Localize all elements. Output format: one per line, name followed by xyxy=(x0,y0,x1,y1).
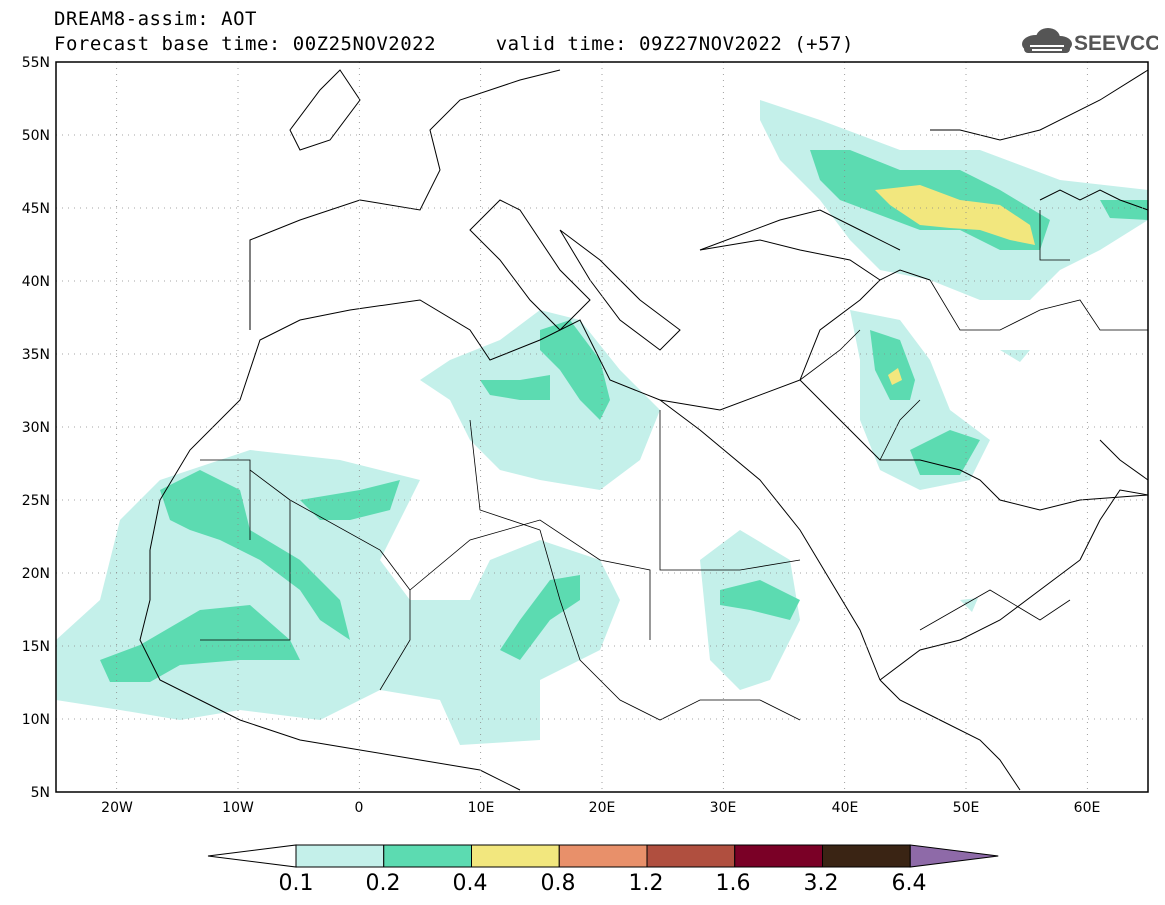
lon-label: 60E xyxy=(1074,800,1101,816)
colorbar-arrow-low xyxy=(207,844,297,868)
colorbar-label: 1.6 xyxy=(716,871,751,896)
lon-label: 30E xyxy=(710,800,737,816)
lon-label: 50E xyxy=(953,800,980,816)
colorbar-label: 6.4 xyxy=(892,871,927,896)
lat-lon-grid xyxy=(56,62,1148,792)
colorbar-label: 0.1 xyxy=(279,871,314,896)
lat-label: 35N xyxy=(22,347,50,363)
colorbar-label: 0.8 xyxy=(541,871,576,896)
latitude-labels: 55N 50N 45N 40N 35N 30N 25N 20N 15N 10N … xyxy=(22,55,50,801)
map-title: DREAM8-assim: AOT xyxy=(54,8,257,30)
lat-label: 10N xyxy=(22,712,50,728)
colorbar-label: 1.2 xyxy=(629,871,664,896)
lon-label: 10E xyxy=(468,800,495,816)
colorbar-labels: 0.1 0.2 0.4 0.8 1.2 1.6 3.2 6.4 xyxy=(279,871,927,896)
lon-label: 20E xyxy=(589,800,616,816)
lat-label: 55N xyxy=(22,55,50,71)
logo-text: SEEVCCC xyxy=(1074,32,1158,55)
lon-label: 0 xyxy=(355,800,364,816)
lon-label: 10W xyxy=(222,800,254,816)
colorbar xyxy=(207,844,999,868)
colorbar-swatch xyxy=(822,844,911,868)
lat-label: 15N xyxy=(22,639,50,655)
lat-label: 45N xyxy=(22,201,50,217)
colorbar-swatch xyxy=(646,844,736,868)
colorbar-swatch xyxy=(734,844,823,868)
lat-label: 50N xyxy=(22,128,50,144)
colorbar-swatch xyxy=(383,844,472,868)
lat-label: 30N xyxy=(22,420,50,436)
lon-label: 40E xyxy=(832,800,859,816)
lat-label: 25N xyxy=(22,493,50,509)
colorbar-swatch xyxy=(295,844,385,868)
colorbar-label: 0.2 xyxy=(366,871,401,896)
seevccc-logo: SEEVCCC xyxy=(1022,28,1158,55)
lat-label: 20N xyxy=(22,566,50,582)
colorbar-swatch xyxy=(471,844,560,868)
colorbar-label: 0.4 xyxy=(453,871,488,896)
lat-label: 40N xyxy=(22,274,50,290)
colorbar-label: 3.2 xyxy=(804,871,839,896)
coastlines xyxy=(139,69,1149,791)
map-frame xyxy=(55,61,1149,793)
aot-shading-high xyxy=(875,185,1035,385)
longitude-labels: 20W 10W 0 10E 20E 30E 40E 50E 60E xyxy=(101,800,1100,816)
lat-label: 5N xyxy=(31,785,50,801)
colorbar-swatch xyxy=(558,844,648,868)
country-borders xyxy=(200,210,1148,721)
map-subtitle: Forecast base time: 00Z25NOV2022 valid t… xyxy=(54,33,854,55)
colorbar-arrow-high xyxy=(909,844,999,868)
lon-label: 20W xyxy=(101,800,133,816)
